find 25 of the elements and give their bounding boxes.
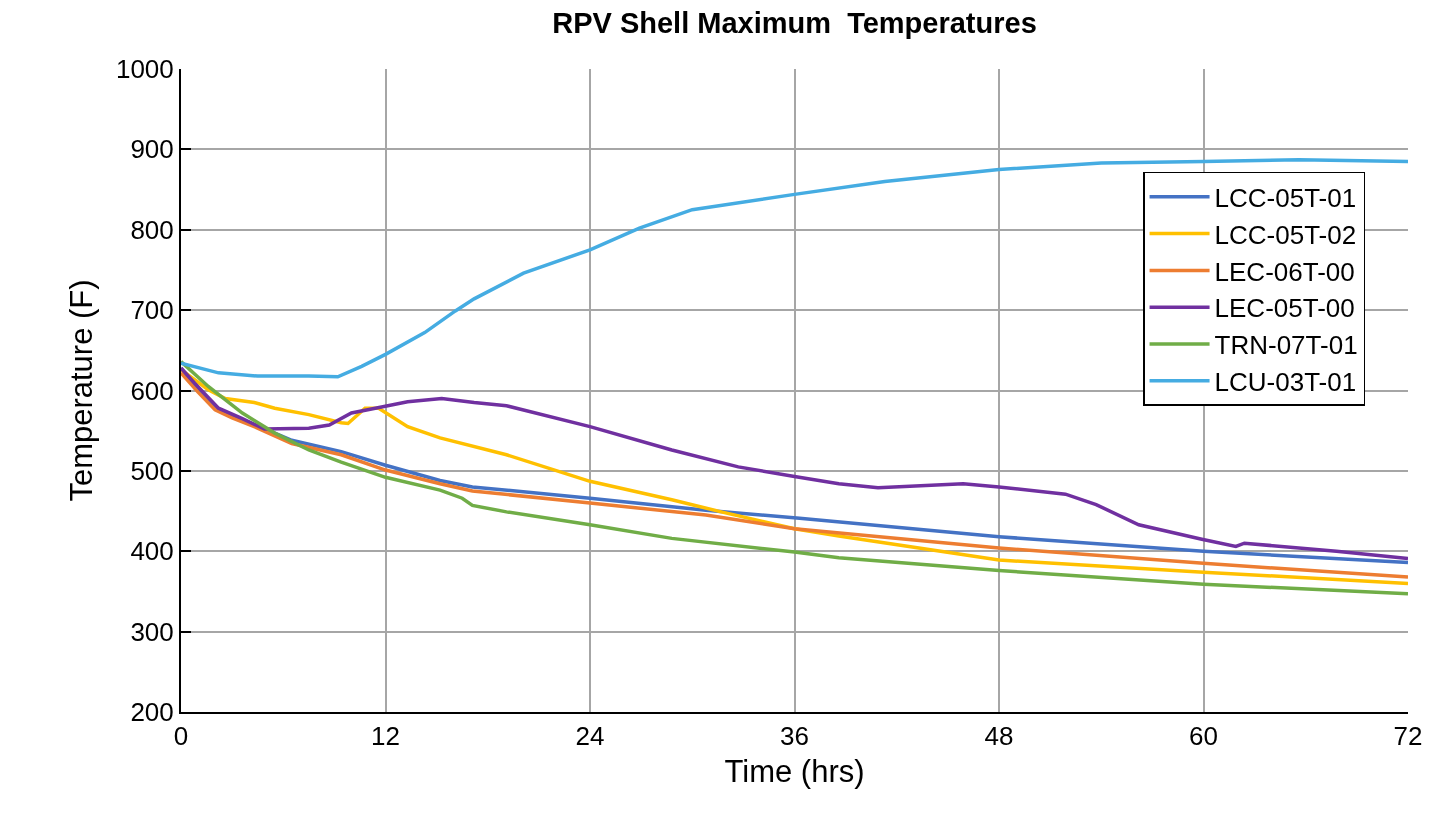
legend-label: LCC-05T-02	[1214, 219, 1357, 250]
legend-label: LCC-05T-01	[1214, 182, 1357, 213]
x-tick-label: 36	[780, 721, 809, 752]
x-tick-label: 0	[173, 721, 189, 752]
x-tick-label: 60	[1189, 721, 1218, 752]
y-tick-label: 200	[130, 697, 174, 728]
x-axis-title: Time (hrs)	[724, 753, 865, 789]
y-tick-label: 500	[130, 455, 174, 486]
y-tick-label: 300	[130, 616, 174, 647]
x-tick-label: 48	[984, 721, 1014, 752]
chart-title: RPV Shell Maximum Temperatures	[552, 6, 1037, 39]
x-tick-label: 72	[1393, 721, 1423, 752]
y-tick-label: 800	[130, 214, 174, 245]
y-tick-label: 900	[130, 134, 174, 165]
y-tick-label: 1000	[115, 54, 174, 85]
y-tick-label: 600	[130, 375, 174, 406]
y-tick-label: 700	[130, 295, 174, 326]
x-tick-label: 12	[371, 721, 400, 752]
legend-label: TRN-07T-01	[1214, 330, 1358, 361]
legend-label: LEC-05T-00	[1214, 293, 1355, 324]
legend-label: LEC-06T-00	[1214, 256, 1355, 287]
x-tick-label: 24	[575, 721, 605, 752]
y-tick-label: 400	[130, 536, 174, 567]
legend-label: LCU-03T-01	[1214, 366, 1357, 397]
y-axis-title: Temperature (F)	[64, 279, 100, 502]
